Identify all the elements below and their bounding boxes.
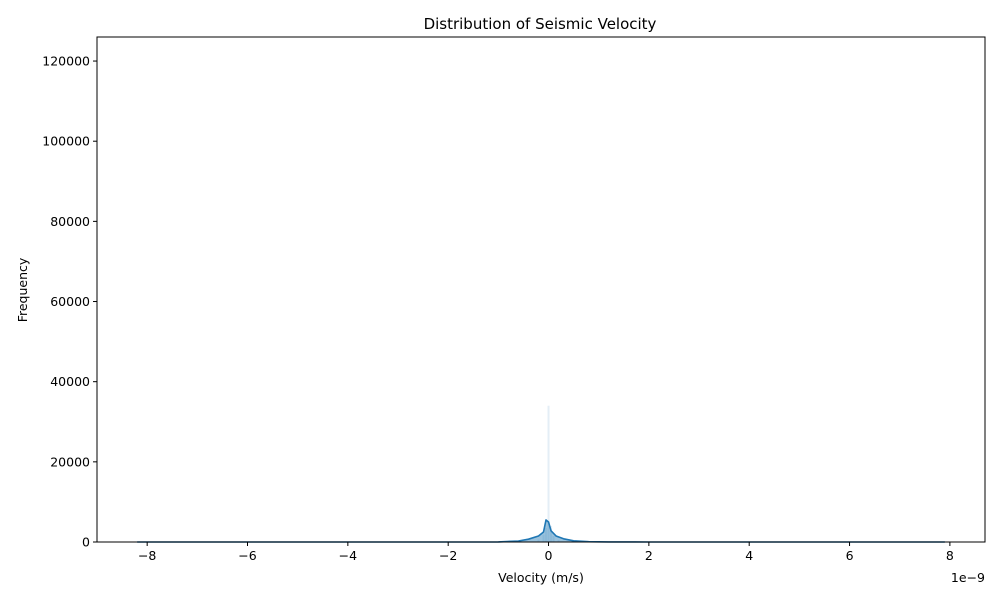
x-tick-label: 0 [545,548,553,563]
histogram-bar [545,527,548,542]
x-tick-label: −8 [138,548,156,563]
x-tick-label: −4 [339,548,357,563]
y-axis-title: Frequency [15,257,30,322]
x-axis: −8 −6 −4 −2 0 2 4 6 8 [138,542,954,563]
plot-frame [96,36,986,543]
histogram-bar [537,539,540,542]
plot-area [137,405,945,543]
x-tick-label: 4 [745,548,753,563]
histogram-bar [542,534,545,542]
y-tick-label: 40000 [50,374,90,389]
chart-title: Distribution of Seismic Velocity [424,15,657,33]
y-tick-label: 60000 [50,294,90,309]
histogram-bar [552,535,555,542]
y-tick-label: 80000 [50,214,90,229]
histogram-bar [547,405,550,542]
y-tick-label: 0 [82,535,90,550]
x-axis-offset-label: 1e−9 [951,570,985,585]
y-tick-label: 20000 [50,454,90,469]
y-axis: 0 20000 40000 60000 80000 100000 120000 [42,54,97,550]
x-tick-label: 6 [846,548,854,563]
x-axis-title: Velocity (m/s) [498,570,584,585]
x-tick-label: −2 [439,548,457,563]
y-tick-label: 120000 [42,54,90,69]
x-tick-label: −6 [238,548,256,563]
y-tick-label: 100000 [42,134,90,149]
x-tick-label: 8 [946,548,954,563]
density-area [137,519,945,542]
x-tick-label: 2 [645,548,653,563]
histogram-bar [557,540,560,542]
histogram-bar [550,525,553,542]
